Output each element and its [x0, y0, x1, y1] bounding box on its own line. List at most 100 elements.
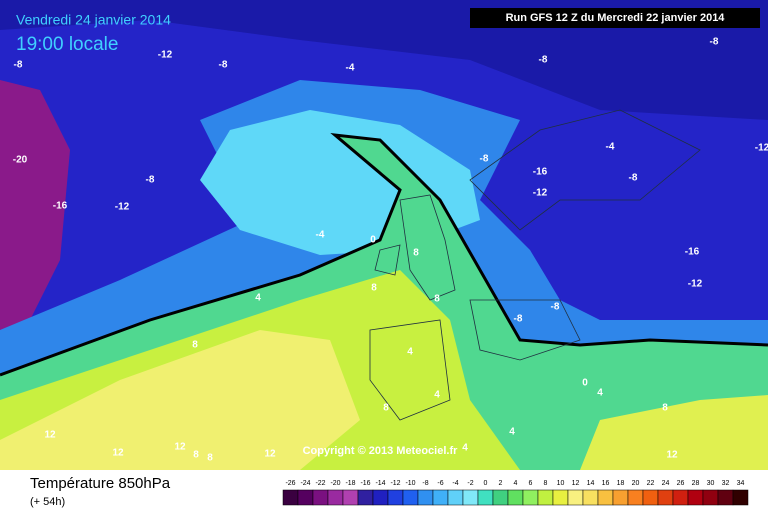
scale-swatch	[417, 489, 434, 506]
scale-label: -10	[405, 480, 415, 487]
scale-swatch	[372, 489, 389, 506]
scale-swatch	[702, 489, 719, 506]
contour-label: -12	[533, 188, 548, 199]
contour-label: -4	[316, 230, 325, 241]
scale-swatch	[342, 489, 359, 506]
run-info: Run GFS 12 Z du Mercredi 22 janvier 2014	[506, 12, 726, 24]
contour-label: -8	[14, 60, 23, 71]
scale-label: 22	[647, 480, 655, 487]
contour-label: -8	[551, 302, 560, 313]
contour-label: 4	[462, 443, 468, 454]
contour-labels: -8 -12 -8 -4 -8 -8 -20 -8 -16 -12 -8 -16 -4 -8 -12 -12 -…	[13, 37, 768, 464]
date: Vendredi 24 janvier 2014	[16, 12, 171, 28]
contour-label: 12	[44, 430, 56, 441]
scale-swatch	[687, 489, 704, 506]
yellow-east	[580, 395, 768, 470]
scale-swatch	[642, 489, 659, 506]
scale-label: 28	[692, 480, 700, 487]
scale-label: 0	[484, 480, 488, 487]
yellow-zone	[0, 330, 360, 470]
contour-label: 4	[597, 388, 603, 399]
scale-label: 10	[557, 480, 565, 487]
contour-label: -4	[346, 63, 355, 74]
contour-label: -16	[685, 247, 700, 258]
footer-title: Température 850hPa	[30, 475, 171, 492]
scale-swatch	[312, 489, 329, 506]
scale-swatch	[537, 489, 554, 506]
coastlines	[369, 109, 701, 421]
contour-label: -20	[13, 155, 28, 166]
contour-label: -8	[146, 175, 155, 186]
scale-label: -12	[390, 480, 400, 487]
contour-label: 12	[112, 448, 124, 459]
scale-swatch	[387, 489, 404, 506]
contour-label: 4	[434, 390, 440, 401]
scale-label: 16	[602, 480, 610, 487]
scale-label: 34	[737, 480, 745, 487]
scale-label: -24	[300, 480, 310, 487]
contour-label: 12	[666, 450, 678, 461]
scale-swatch	[672, 489, 689, 506]
contour-label: 8	[662, 403, 668, 414]
contour-label: 0	[582, 378, 588, 389]
contour-label: 8	[434, 294, 440, 305]
scale-label: -8	[422, 480, 428, 487]
scale-swatch	[357, 489, 374, 506]
contour-label: 0	[370, 235, 376, 246]
scale-label: 18	[617, 480, 625, 487]
contour-label: -8	[514, 314, 523, 325]
contour-label: -8	[219, 60, 228, 71]
contour-label: 12	[264, 449, 276, 460]
contour-label: 4	[509, 427, 515, 438]
scale-swatch	[477, 489, 494, 506]
scale-label: -14	[375, 480, 385, 487]
contour-label: -8	[710, 37, 719, 48]
scale-label: 14	[587, 480, 595, 487]
cold-core-west	[0, 80, 70, 330]
scale-swatch	[552, 489, 569, 506]
scale-label: -18	[345, 480, 355, 487]
scale-label: -4	[452, 480, 458, 487]
scale-label: -20	[330, 480, 340, 487]
scale-label: 4	[514, 480, 518, 487]
time: 19:00 locale	[16, 34, 118, 55]
contour-label: -16	[53, 201, 68, 212]
footer-lead: (+ 54h)	[30, 496, 65, 508]
scale-swatch	[717, 489, 734, 506]
contour-label: 8	[193, 450, 199, 461]
scale-swatch	[432, 489, 449, 506]
scale-label: 24	[662, 480, 670, 487]
scale-label: 12	[572, 480, 580, 487]
contour-label: 8	[413, 248, 419, 259]
scale-label: 2	[499, 480, 503, 487]
scale-swatch	[522, 489, 539, 506]
copyright: Copyright © 2013 Meteociel.fr	[303, 445, 459, 457]
color-scale: -26 -24 -22 -20 -18 -16 -14 -12 -10 -8 -6 -4 -2 0 2 4 6 8…	[282, 480, 749, 506]
contour-label: 4	[255, 293, 261, 304]
scale-label: 8	[544, 480, 548, 487]
contour-label: 8	[383, 403, 389, 414]
contour-label: -8	[539, 55, 548, 66]
contour-label: 4	[407, 347, 413, 358]
scale-label: -16	[360, 480, 370, 487]
scale-label: 32	[722, 480, 730, 487]
scale-swatch	[327, 489, 344, 506]
scale-label: 6	[529, 480, 533, 487]
scale-label: -22	[315, 480, 325, 487]
scale-swatch	[732, 489, 749, 506]
contour-label: 12	[174, 442, 186, 453]
run-box	[470, 8, 760, 28]
scale-swatch	[507, 489, 524, 506]
contour-label: -16	[533, 167, 548, 178]
scale-swatch	[447, 489, 464, 506]
scale-label: 30	[707, 480, 715, 487]
contour-label: -8	[480, 154, 489, 165]
scale-swatch	[282, 489, 299, 506]
scale-label: -2	[467, 480, 473, 487]
scale-swatch	[402, 489, 419, 506]
scale-swatch	[612, 489, 629, 506]
contour-label: 8	[371, 283, 377, 294]
scale-swatch	[657, 489, 674, 506]
scale-swatch	[492, 489, 509, 506]
